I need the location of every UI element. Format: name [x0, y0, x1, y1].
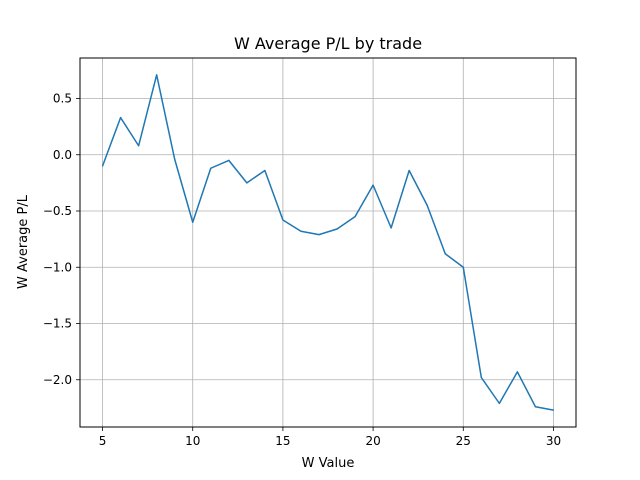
data-point	[228, 159, 230, 161]
data-point	[156, 74, 158, 76]
data-point	[336, 228, 338, 230]
data-point	[192, 221, 194, 223]
data-point	[390, 227, 392, 229]
data-point	[408, 169, 410, 172]
x-tick-label: 30	[546, 434, 561, 448]
data-point	[462, 266, 464, 268]
x-tick-label: 20	[365, 434, 380, 448]
data-point	[282, 219, 284, 221]
data-point	[101, 165, 104, 167]
data-point	[372, 184, 374, 186]
grid	[80, 58, 576, 427]
y-tick-label: −1.5	[43, 317, 72, 331]
data-point	[444, 253, 446, 255]
x-axis: 5 10 15 20 25 30	[99, 427, 561, 448]
data-point	[119, 117, 122, 119]
chart-title: W Average P/L by trade	[234, 34, 422, 53]
y-tick-label: 0.0	[53, 148, 72, 162]
data-point	[264, 169, 266, 172]
data-point	[426, 204, 428, 206]
x-axis-label: W Value	[302, 456, 355, 471]
x-tick-label: 15	[275, 434, 290, 448]
data-point	[498, 402, 500, 404]
data-point	[210, 167, 212, 169]
data-point	[174, 158, 176, 160]
y-tick-label: 0.5	[53, 92, 72, 106]
data-point	[480, 376, 482, 379]
data-point	[354, 216, 356, 218]
plot-frame	[79, 57, 577, 428]
series-group	[101, 74, 555, 411]
y-tick-label: −0.5	[43, 204, 72, 218]
data-point	[138, 145, 140, 147]
x-tick-label: 10	[185, 434, 200, 448]
series-line	[101, 74, 554, 411]
y-tick-label: −1.0	[43, 260, 72, 274]
x-tick-label: 5	[99, 434, 107, 448]
data-point	[534, 406, 537, 408]
data-point	[516, 371, 518, 373]
y-tick-label: −2.0	[43, 373, 72, 387]
data-point	[552, 409, 555, 411]
data-point	[246, 182, 248, 184]
y-axis-label: W Average P/L	[16, 194, 31, 289]
y-axis: 0.5 0.0 −0.5 −1.0 −1.5 −2.0	[43, 92, 80, 387]
x-tick-label: 25	[456, 434, 471, 448]
data-point	[318, 234, 320, 236]
data-point	[300, 230, 302, 232]
